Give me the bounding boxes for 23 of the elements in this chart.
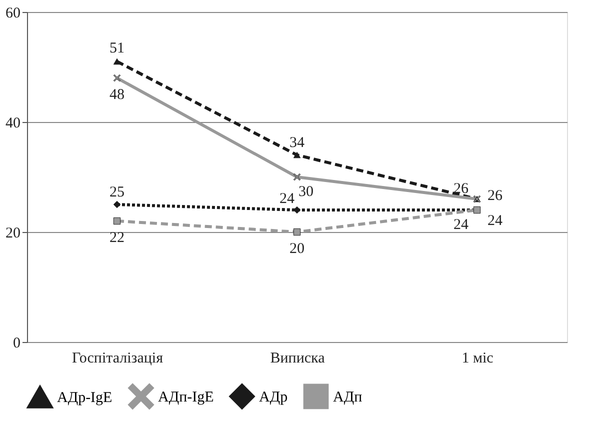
data-label: 24 xyxy=(280,191,295,207)
legend-label: АДр xyxy=(259,389,288,406)
data-label: 26 xyxy=(488,188,503,204)
x-tick-label: Виписка xyxy=(270,350,326,366)
data-label: 25 xyxy=(110,184,124,200)
data-label: 48 xyxy=(110,87,124,103)
data-label: 51 xyxy=(110,40,124,56)
data-label: 24 xyxy=(488,213,503,229)
data-label: 30 xyxy=(298,184,314,200)
legend-label: АДп xyxy=(333,389,362,406)
legend-label: АДр-IgE xyxy=(57,390,112,406)
data-label: 22 xyxy=(110,230,124,246)
x-tick-label: 1 міс xyxy=(462,350,494,366)
data-label: 24 xyxy=(454,217,469,233)
y-tick-label: 40 xyxy=(6,116,20,132)
y-tick-label: 20 xyxy=(6,226,20,242)
legend-label: АДп-IgE xyxy=(158,389,214,406)
y-tick-label: 60 xyxy=(6,6,20,22)
data-label: 26 xyxy=(454,181,469,197)
data-label: 34 xyxy=(290,135,305,151)
data-label: 20 xyxy=(290,241,304,257)
x-tick-label: Госпіталізація xyxy=(72,350,164,366)
y-tick-label: 0 xyxy=(13,336,20,352)
